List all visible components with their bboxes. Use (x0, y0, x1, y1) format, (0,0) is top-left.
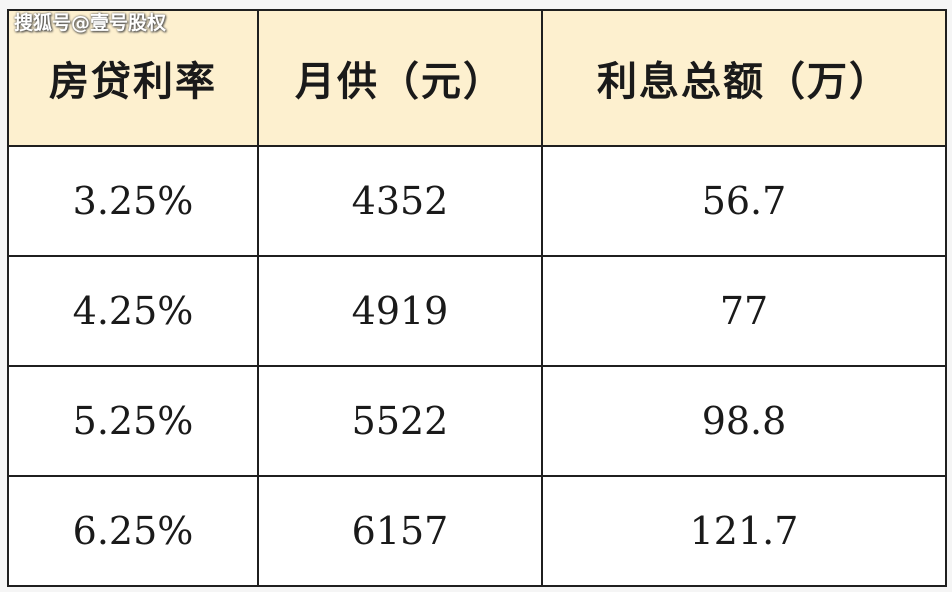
cell-total-interest: 121.7 (541, 475, 947, 587)
cell-monthly-payment: 6157 (257, 475, 543, 587)
watermark: 搜狐号@壹号股权 (14, 12, 167, 34)
header-total-interest: 利息总额（万） (541, 9, 947, 147)
cell-total-interest: 56.7 (541, 145, 947, 257)
mortgage-rate-table: 房贷利率 月供（元） 利息总额（万） 3.25% 4352 56.7 4.25%… (7, 9, 947, 587)
header-row: 房贷利率 月供（元） 利息总额（万） (7, 9, 947, 147)
header-monthly-payment: 月供（元） (257, 9, 543, 147)
cell-total-interest: 77 (541, 255, 947, 367)
cell-rate: 4.25% (7, 255, 259, 367)
cell-monthly-payment: 4919 (257, 255, 543, 367)
table-row: 6.25% 6157 121.7 (7, 475, 947, 587)
cell-rate: 5.25% (7, 365, 259, 477)
header-rate: 房贷利率 (7, 9, 259, 147)
table-row: 4.25% 4919 77 (7, 255, 947, 367)
cell-total-interest: 98.8 (541, 365, 947, 477)
cell-monthly-payment: 5522 (257, 365, 543, 477)
cell-rate: 6.25% (7, 475, 259, 587)
cell-monthly-payment: 4352 (257, 145, 543, 257)
cell-rate: 3.25% (7, 145, 259, 257)
table-row: 3.25% 4352 56.7 (7, 145, 947, 257)
mortgage-table-container: 房贷利率 月供（元） 利息总额（万） 3.25% 4352 56.7 4.25%… (7, 9, 947, 587)
table-row: 5.25% 5522 98.8 (7, 365, 947, 477)
